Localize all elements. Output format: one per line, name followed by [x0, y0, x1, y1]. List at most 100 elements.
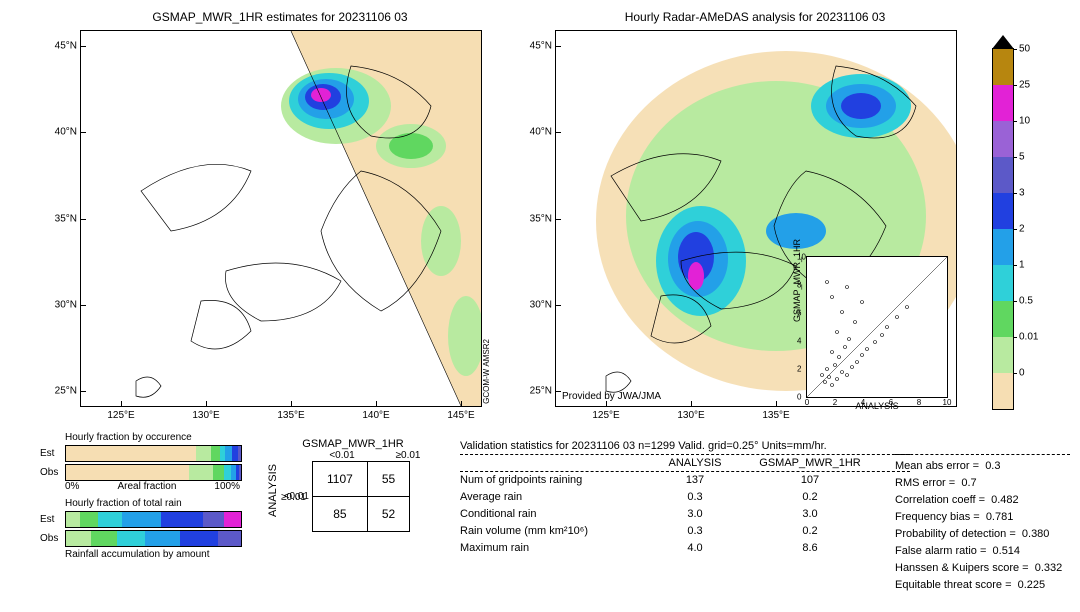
stat-label: Equitable threat score = — [895, 577, 1018, 594]
x-tick-label: 125°E — [107, 406, 134, 421]
colorbar-segment — [993, 265, 1013, 301]
x-tick-label: 135°E — [762, 406, 789, 421]
comp-label: Conditional rain — [460, 506, 650, 523]
comp-val: 3.0 — [650, 506, 740, 523]
x-tick-label: 130°E — [192, 406, 219, 421]
colorbar-label: 25 — [1019, 80, 1030, 91]
ct-row-title: ANALYSIS — [265, 450, 281, 532]
comp-col: ANALYSIS — [650, 457, 740, 469]
comp-val: 0.3 — [650, 489, 740, 506]
x-tick-label: 145°E — [447, 406, 474, 421]
comp-val: 4.0 — [650, 540, 740, 557]
stat-label: Mean abs error = — [895, 458, 985, 475]
bar-segment — [145, 531, 180, 546]
ct-col-title: GSMAP_MWR_1HR — [265, 438, 441, 450]
comp-col: GSMAP_MWR_1HR — [740, 457, 880, 469]
x-tick-label: 130°E — [677, 406, 704, 421]
y-tick-label: 45°N — [530, 41, 556, 52]
comp-val: 107 — [740, 472, 880, 489]
scatter-inset: ANALYSIS GSMAP_MWR_1HR 00224466881010 — [806, 256, 948, 398]
y-tick-label: 35°N — [55, 213, 81, 224]
colorbar-label: 2 — [1019, 224, 1025, 235]
stat-value: 0.380 — [1022, 526, 1050, 543]
comp-val: 8.6 — [740, 540, 880, 557]
ct-cell: 55 — [367, 462, 409, 497]
y-tick-label: 35°N — [530, 213, 556, 224]
stat-row: Mean abs error = 0.3 — [895, 458, 1075, 475]
comp-val: 0.2 — [740, 523, 880, 540]
bar-segment — [211, 446, 220, 461]
axis-label: 100% — [214, 481, 240, 492]
scatter-tick: 6 — [889, 398, 893, 407]
stat-value: 0.332 — [1035, 560, 1063, 577]
scatter-tick: 8 — [917, 398, 921, 407]
bar-segment — [224, 512, 242, 527]
y-tick-label: 30°N — [55, 299, 81, 310]
stat-row: Probability of detection = 0.380 — [895, 526, 1075, 543]
side-label: GCOM-W AMSR2 — [482, 339, 491, 404]
colorbar-segment — [993, 49, 1013, 85]
scatter-tick: 10 — [797, 253, 806, 262]
x-tick-label: 140°E — [362, 406, 389, 421]
bar-segment — [225, 446, 232, 461]
bar-segment — [91, 531, 117, 546]
stat-value: 0.514 — [993, 543, 1021, 560]
stat-row: Frequency bias = 0.781 — [895, 509, 1075, 526]
colorbar-label: 3 — [1019, 188, 1025, 199]
bar-segment — [98, 512, 123, 527]
x-tick-label: 125°E — [592, 406, 619, 421]
scatter-tick: 0 — [797, 393, 801, 402]
occ-row-label: Est — [40, 448, 65, 459]
right-map-title: Hourly Radar-AMeDAS analysis for 2023110… — [555, 10, 955, 24]
colorbar-label: 5 — [1019, 152, 1025, 163]
colorbar-segment — [993, 193, 1013, 229]
bar-segment — [196, 446, 212, 461]
left-map: GCOM-W AMSR2 45°N40°N35°N30°N25°N125°E13… — [80, 30, 482, 407]
bar-segment — [239, 465, 241, 480]
colorbar-label: 1 — [1019, 260, 1025, 271]
stat-label: False alarm ratio = — [895, 543, 993, 560]
comparison-row: Rain volume (mm km²10⁶)0.30.2 — [460, 523, 910, 540]
bar-segment — [117, 531, 145, 546]
occ-row-label: Obs — [40, 467, 65, 478]
scatter-tick: 2 — [833, 398, 837, 407]
comp-val: 3.0 — [740, 506, 880, 523]
comp-label: Maximum rain — [460, 540, 650, 557]
comparison-row: Num of gridpoints raining137107 — [460, 472, 910, 489]
colorbar-segment — [993, 373, 1013, 409]
y-tick-label: 30°N — [530, 299, 556, 310]
scatter-xlabel: ANALYSIS — [807, 401, 947, 411]
comparison-row: Maximum rain4.08.6 — [460, 540, 910, 557]
axis-label: Areal fraction — [117, 481, 176, 492]
scatter-tick: 2 — [797, 365, 801, 374]
bar-segment — [238, 446, 242, 461]
scatter-tick: 4 — [861, 398, 865, 407]
stat-value: 0.482 — [991, 492, 1019, 509]
bar-segment — [213, 465, 224, 480]
y-tick-label: 45°N — [55, 41, 81, 52]
ct-header: ≥0.01 — [375, 450, 441, 461]
stat-row: Correlation coeff = 0.482 — [895, 492, 1075, 509]
scatter-tick: 10 — [943, 398, 952, 407]
bar-segment — [122, 512, 161, 527]
comp-val: 137 — [650, 472, 740, 489]
bar-segment — [203, 512, 224, 527]
x-tick-label: 135°E — [277, 406, 304, 421]
comp-label: Num of gridpoints raining — [460, 472, 650, 489]
stat-row: Equitable threat score = 0.225 — [895, 577, 1075, 594]
comp-val: 0.2 — [740, 489, 880, 506]
occ-obs-bar — [65, 464, 242, 481]
bar-segment — [66, 531, 91, 546]
colorbar-label: 0.5 — [1019, 296, 1033, 307]
comparison-row: Conditional rain3.03.0 — [460, 506, 910, 523]
stat-label: Frequency bias = — [895, 509, 986, 526]
stat-label: Probability of detection = — [895, 526, 1022, 543]
occ-est-bar — [65, 445, 242, 462]
colorbar-segment — [993, 121, 1013, 157]
scatter-tick: 0 — [805, 398, 809, 407]
bar-segment — [80, 512, 98, 527]
stat-row: False alarm ratio = 0.514 — [895, 543, 1075, 560]
colorbar-segment — [993, 157, 1013, 193]
comp-val: 0.3 — [650, 523, 740, 540]
provider-label: Provided by JWA/JMA — [562, 391, 661, 402]
